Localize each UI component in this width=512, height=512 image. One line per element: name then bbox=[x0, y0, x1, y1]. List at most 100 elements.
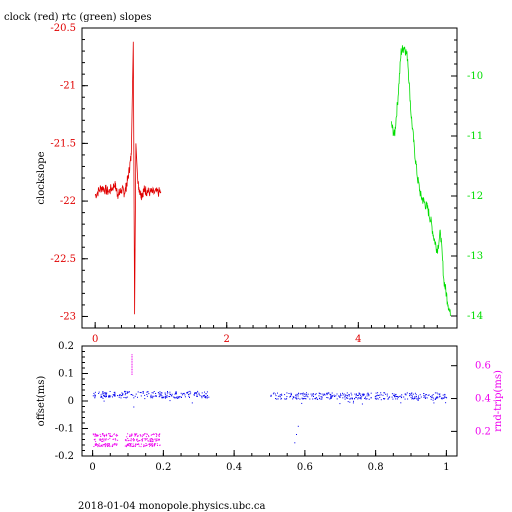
offset-point bbox=[189, 397, 190, 398]
rtrip-point bbox=[102, 434, 104, 436]
offset-point bbox=[159, 395, 161, 397]
offset-point bbox=[188, 395, 190, 397]
rtrip-point bbox=[145, 443, 147, 444]
offset-point bbox=[108, 395, 110, 397]
offset-point bbox=[433, 402, 435, 404]
rtrip-point bbox=[158, 436, 160, 437]
rtrip-point bbox=[157, 434, 159, 436]
rtrip-point bbox=[145, 445, 147, 447]
slope-x-tick-label: 4 bbox=[355, 334, 361, 345]
offset-point bbox=[312, 398, 314, 400]
offset-x-tick-label: 0.4 bbox=[226, 462, 242, 473]
offset-point bbox=[113, 391, 115, 393]
offset-point bbox=[286, 398, 288, 400]
offset-point bbox=[366, 395, 368, 397]
offset-point bbox=[198, 393, 200, 395]
rtrip-point bbox=[98, 438, 100, 440]
rtrip-point bbox=[125, 444, 127, 446]
offset-point bbox=[350, 392, 352, 394]
offset-point bbox=[345, 394, 347, 396]
offset-left-axis: 0.2 0.1 0 -0.1 -0.2 bbox=[55, 341, 88, 462]
rtrip-point bbox=[94, 438, 96, 440]
rtrip-point bbox=[151, 444, 153, 446]
rtrip-point bbox=[132, 439, 134, 441]
rtrip-point bbox=[133, 438, 134, 440]
rtrip-point bbox=[105, 445, 107, 447]
offset-point bbox=[358, 392, 360, 394]
offset-point bbox=[288, 393, 290, 394]
rtrip-point bbox=[137, 435, 139, 437]
rtrip-point bbox=[96, 434, 98, 436]
offset-point bbox=[286, 392, 288, 394]
offset-point bbox=[102, 397, 104, 399]
rtrip-spike-point bbox=[131, 370, 133, 372]
offset-point bbox=[330, 396, 332, 398]
rtrip-point bbox=[105, 439, 107, 441]
offset-point bbox=[388, 397, 390, 399]
rtrip-point bbox=[137, 443, 139, 445]
offset-point bbox=[315, 393, 317, 395]
offset-point bbox=[103, 393, 105, 395]
rtrip-point bbox=[133, 439, 135, 441]
offset-point bbox=[423, 395, 425, 397]
rtrip-point bbox=[103, 436, 105, 438]
offset-point bbox=[425, 394, 427, 396]
offset-point bbox=[347, 401, 349, 403]
rtrip-point bbox=[128, 443, 129, 445]
offset-point bbox=[428, 394, 430, 396]
offset-point bbox=[126, 392, 128, 394]
offset-chart: 0.2 0.1 0 -0.1 -0.2 0.6 0.4 0.2 0 0.2 0.4 0.6 0.8 1… bbox=[36, 341, 504, 473]
offset-point bbox=[164, 393, 166, 395]
rtrip-point bbox=[146, 433, 148, 435]
rtrip-point bbox=[112, 445, 114, 447]
offset-point bbox=[304, 393, 306, 395]
offset-point bbox=[438, 396, 440, 398]
offset-point bbox=[201, 395, 203, 397]
offset-point bbox=[347, 395, 348, 397]
offset-point bbox=[379, 396, 381, 398]
offset-point bbox=[315, 397, 317, 398]
offset-point bbox=[354, 398, 355, 400]
rtrip-point bbox=[104, 446, 106, 448]
rtrip-point bbox=[105, 439, 107, 440]
offset-point bbox=[353, 400, 354, 402]
offset-point bbox=[391, 396, 393, 398]
rtrip-point bbox=[134, 433, 136, 435]
offset-point bbox=[301, 402, 303, 404]
rtrip-point bbox=[97, 446, 99, 448]
offset-point bbox=[208, 396, 210, 398]
offset-point bbox=[377, 395, 379, 396]
slope-x-tick-label: 2 bbox=[224, 334, 230, 345]
rtrip-point bbox=[132, 443, 134, 445]
offset-point bbox=[135, 393, 137, 395]
offset-point bbox=[100, 396, 102, 397]
offset-point bbox=[306, 392, 307, 394]
rtrip-point bbox=[100, 444, 102, 446]
offset-point bbox=[383, 392, 385, 394]
rtrip-point bbox=[140, 435, 142, 437]
offset-point bbox=[320, 398, 322, 400]
offset-point bbox=[321, 393, 323, 395]
offset-point bbox=[125, 393, 127, 394]
offset-point bbox=[292, 398, 294, 400]
rtrip-spike-point bbox=[131, 354, 133, 356]
offset-point bbox=[150, 397, 152, 399]
offset-point bbox=[281, 394, 283, 396]
offset-point bbox=[158, 393, 160, 395]
offset-point bbox=[270, 394, 272, 396]
rtrip-point bbox=[106, 435, 107, 437]
rtrip-point bbox=[151, 442, 153, 444]
rtrip-point bbox=[106, 444, 108, 445]
offset-point bbox=[380, 394, 382, 396]
offset-point bbox=[129, 391, 130, 393]
offset-x-axis: 0 0.2 0.4 0.6 0.8 1 bbox=[89, 450, 450, 473]
rtrip-point bbox=[109, 433, 111, 435]
offset-point bbox=[396, 396, 398, 398]
offset-point bbox=[365, 398, 367, 400]
offset-point bbox=[339, 403, 341, 405]
offset-point bbox=[382, 394, 384, 396]
offset-point bbox=[117, 395, 118, 397]
offset-point bbox=[380, 399, 382, 401]
rtrip-point bbox=[97, 435, 99, 437]
rtrip-point bbox=[142, 440, 143, 442]
